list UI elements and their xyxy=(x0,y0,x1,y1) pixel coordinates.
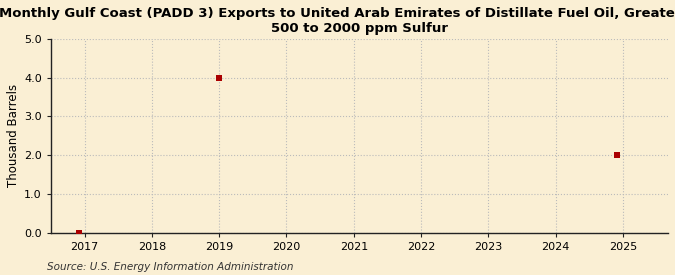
Point xyxy=(74,230,84,235)
Y-axis label: Thousand Barrels: Thousand Barrels xyxy=(7,84,20,187)
Point xyxy=(612,153,623,157)
Title: Monthly Gulf Coast (PADD 3) Exports to United Arab Emirates of Distillate Fuel O: Monthly Gulf Coast (PADD 3) Exports to U… xyxy=(0,7,675,35)
Text: Source: U.S. Energy Information Administration: Source: U.S. Energy Information Administ… xyxy=(47,262,294,272)
Point xyxy=(214,75,225,80)
